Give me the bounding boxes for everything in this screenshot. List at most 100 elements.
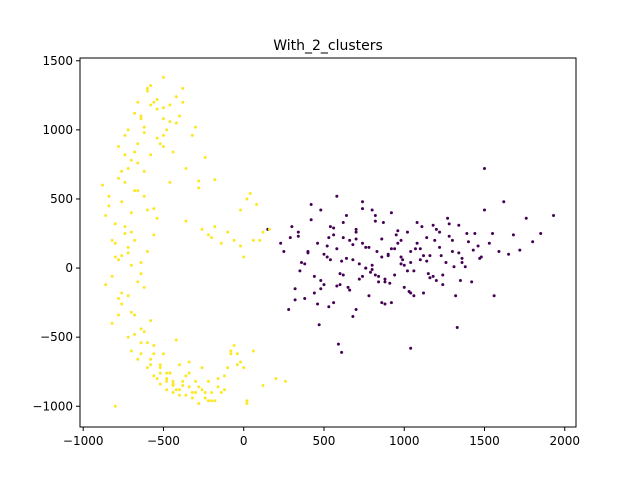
scatter-point-series-2 <box>155 216 159 220</box>
scatter-point-series-2 <box>123 133 127 137</box>
scatter-point-series-2 <box>129 349 133 353</box>
y-tick-label: −1000 <box>32 399 73 413</box>
scatter-point-series-2 <box>133 332 137 336</box>
scatter-point-series-2 <box>181 384 185 388</box>
scatter-point-series-1 <box>386 254 390 258</box>
scatter-point-series-1 <box>399 238 403 242</box>
scatter-point-series-1 <box>415 220 419 224</box>
scatter-point-series-2 <box>184 393 188 397</box>
scatter-point-series-1 <box>303 296 307 300</box>
scatter-point-series-2 <box>174 338 178 342</box>
scatter-point-series-2 <box>197 402 201 406</box>
scatter-point-series-2 <box>139 272 143 276</box>
scatter-point-series-1 <box>431 223 435 227</box>
scatter-point-series-1 <box>344 256 348 260</box>
scatter-point-series-1 <box>293 298 297 302</box>
scatter-point-series-1 <box>335 284 339 288</box>
scatter-point-series-1 <box>418 247 422 251</box>
scatter-point-series-2 <box>242 366 246 370</box>
scatter-point-series-2 <box>219 241 223 245</box>
scatter-point-series-1 <box>367 294 371 298</box>
scatter-point-series-1 <box>425 236 429 240</box>
scatter-point-series-2 <box>174 121 178 125</box>
scatter-point-series-2 <box>184 374 188 378</box>
scatter-point-series-1 <box>341 273 345 277</box>
scatter-point-series-1 <box>303 262 307 266</box>
scatter-point-series-2 <box>194 125 198 129</box>
scatter-point-series-2 <box>226 230 230 234</box>
scatter-point-series-1 <box>507 252 511 256</box>
scatter-point-series-1 <box>354 230 358 234</box>
scatter-point-series-2 <box>142 169 146 173</box>
scatter-point-series-1 <box>396 229 400 233</box>
scatter-point-series-1 <box>298 269 302 273</box>
scatter-point-series-1 <box>340 350 344 354</box>
scatter-point-series-1 <box>428 254 432 258</box>
scatter-point-series-1 <box>328 258 332 262</box>
scatter-point-series-1 <box>393 273 397 277</box>
scatter-point-series-1 <box>316 302 320 306</box>
scatter-point-series-2 <box>165 388 169 392</box>
scatter-point-series-2 <box>152 207 156 211</box>
scatter-point-series-2 <box>178 393 182 397</box>
scatter-point-series-1 <box>393 247 397 251</box>
scatter-point-series-2 <box>203 390 207 394</box>
scatter-point-series-1 <box>389 247 393 251</box>
scatter-point-series-1 <box>502 200 506 204</box>
scatter-point-series-1 <box>380 237 384 241</box>
scatter-point-series-1 <box>402 285 406 289</box>
x-tick-label: 1500 <box>469 434 500 448</box>
scatter-point-series-1 <box>539 232 543 236</box>
scatter-point-series-2 <box>248 191 252 195</box>
chart-title: With_2_clusters <box>273 38 383 54</box>
scatter-point-series-1 <box>325 244 329 248</box>
scatter-point-series-2 <box>123 153 127 157</box>
scatter-point-series-2 <box>184 167 188 171</box>
scatter-point-series-2 <box>142 194 146 198</box>
scatter-point-series-1 <box>455 325 459 329</box>
scatter-point-series-2 <box>145 341 149 345</box>
scatter-point-series-2 <box>168 371 172 375</box>
scatter-point-series-2 <box>123 232 127 236</box>
scatter-point-series-2 <box>126 294 130 298</box>
scatter-point-series-2 <box>242 255 246 259</box>
scatter-point-series-1 <box>357 262 361 266</box>
scatter-point-series-2 <box>152 374 156 378</box>
scatter-point-series-1 <box>418 258 422 262</box>
scatter-point-series-2 <box>110 321 114 325</box>
scatter-point-series-2 <box>174 388 178 392</box>
scatter-point-series-1 <box>441 273 445 277</box>
scatter-point-series-1 <box>483 167 486 171</box>
scatter-point-series-1 <box>380 301 384 305</box>
scatter-point-series-1 <box>413 247 417 251</box>
scatter-point-series-2 <box>129 263 133 267</box>
scatter-point-series-1 <box>428 276 432 280</box>
scatter-point-series-2 <box>206 233 210 237</box>
scatter-point-series-1 <box>370 263 374 267</box>
y-axis: −1000 −500 0 500 1000 1500 <box>32 54 80 413</box>
scatter-point-series-2 <box>229 349 233 353</box>
scatter-point-series-1 <box>327 305 331 309</box>
scatter-point-series-2 <box>136 189 140 193</box>
scatter-point-series-1 <box>466 240 470 244</box>
scatter-point-series-1 <box>332 233 336 237</box>
scatter-point-series-2 <box>133 150 137 154</box>
scatter-point-series-2 <box>126 167 130 171</box>
scatter-point-series-2 <box>110 274 114 278</box>
scatter-point-series-1 <box>492 294 496 298</box>
scatter-point-series-2 <box>145 208 149 212</box>
scatter-point-series-2 <box>267 227 271 231</box>
scatter-point-series-1 <box>457 251 461 255</box>
scatter-point-series-1 <box>422 254 426 258</box>
scatter-point-series-1 <box>552 214 556 218</box>
scatter-point-series-1 <box>340 259 344 263</box>
scatter-point-series-2 <box>158 363 162 367</box>
scatter-point-series-1 <box>335 194 339 198</box>
scatter-point-series-1 <box>373 214 377 218</box>
y-tick-label: 1000 <box>42 123 73 137</box>
scatter-point-series-1 <box>319 208 323 212</box>
scatter-point-series-2 <box>139 352 143 356</box>
scatter-point-series-2 <box>178 363 182 367</box>
scatter-point-series-1 <box>441 283 445 287</box>
